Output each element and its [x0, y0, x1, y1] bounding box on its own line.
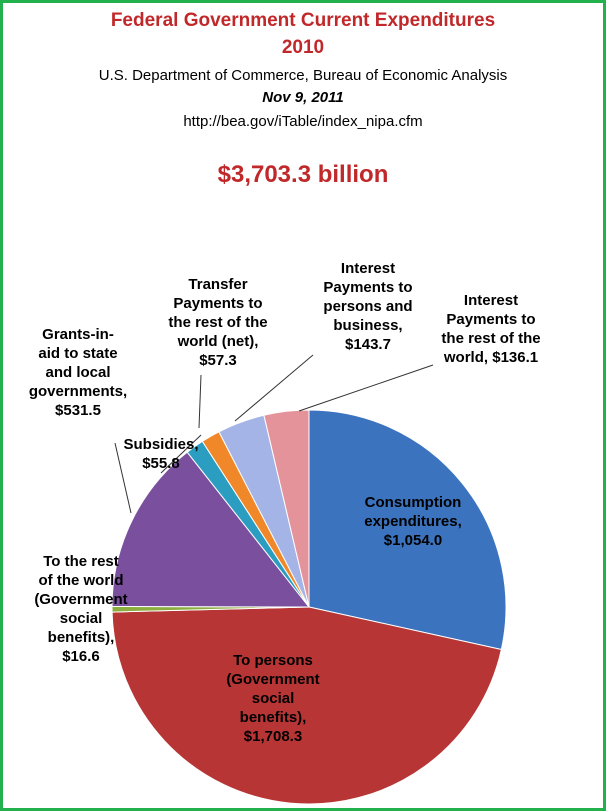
- slice-label-5: Subsidies, $55.8: [123, 436, 198, 472]
- pie-chart: Consumption expenditures, $1,054.0 To perso…: [29, 260, 541, 805]
- slice-label-4: Grants-in-aid to state and local governmen…: [29, 326, 127, 419]
- leader-line-4: [114, 442, 132, 514]
- chart-title-line1: Federal Government Current Expenditures: [110, 10, 496, 31]
- date-text: Nov 9, 2011: [262, 89, 344, 106]
- url-text: http://bea.gov/iTable/index_nipa.cfm: [183, 113, 423, 130]
- leader-line-6: [198, 374, 202, 429]
- slice-label-6: Transfer Payments to the rest of the world …: [168, 276, 267, 369]
- leader-line-7: [234, 354, 314, 422]
- pie-slice-1: [308, 409, 507, 651]
- pie-slice-8: [263, 409, 310, 608]
- source-text: U.S. Department of Commerce, Bureau of E…: [98, 67, 508, 84]
- total-value: $3,703.3 billion: [217, 161, 389, 188]
- slice-label-8: Interest Payments to the rest of the world,…: [441, 292, 540, 366]
- slice-label-1: Consumption expenditures, $1,054.0: [364, 494, 462, 549]
- slice-label-7: Interest Payments to persons and business, $…: [323, 260, 412, 353]
- chart-title-line2: 2010: [281, 37, 325, 58]
- pie-slice-4: [111, 451, 311, 608]
- pie-slice-2: [111, 606, 502, 805]
- slice-label-3: To the rest of the world (Government social…: [34, 553, 127, 665]
- leader-line-5: [160, 434, 202, 474]
- leader-line-8: [298, 364, 434, 412]
- slice-label-2: To persons (Government social benefits), $1,…: [226, 652, 319, 745]
